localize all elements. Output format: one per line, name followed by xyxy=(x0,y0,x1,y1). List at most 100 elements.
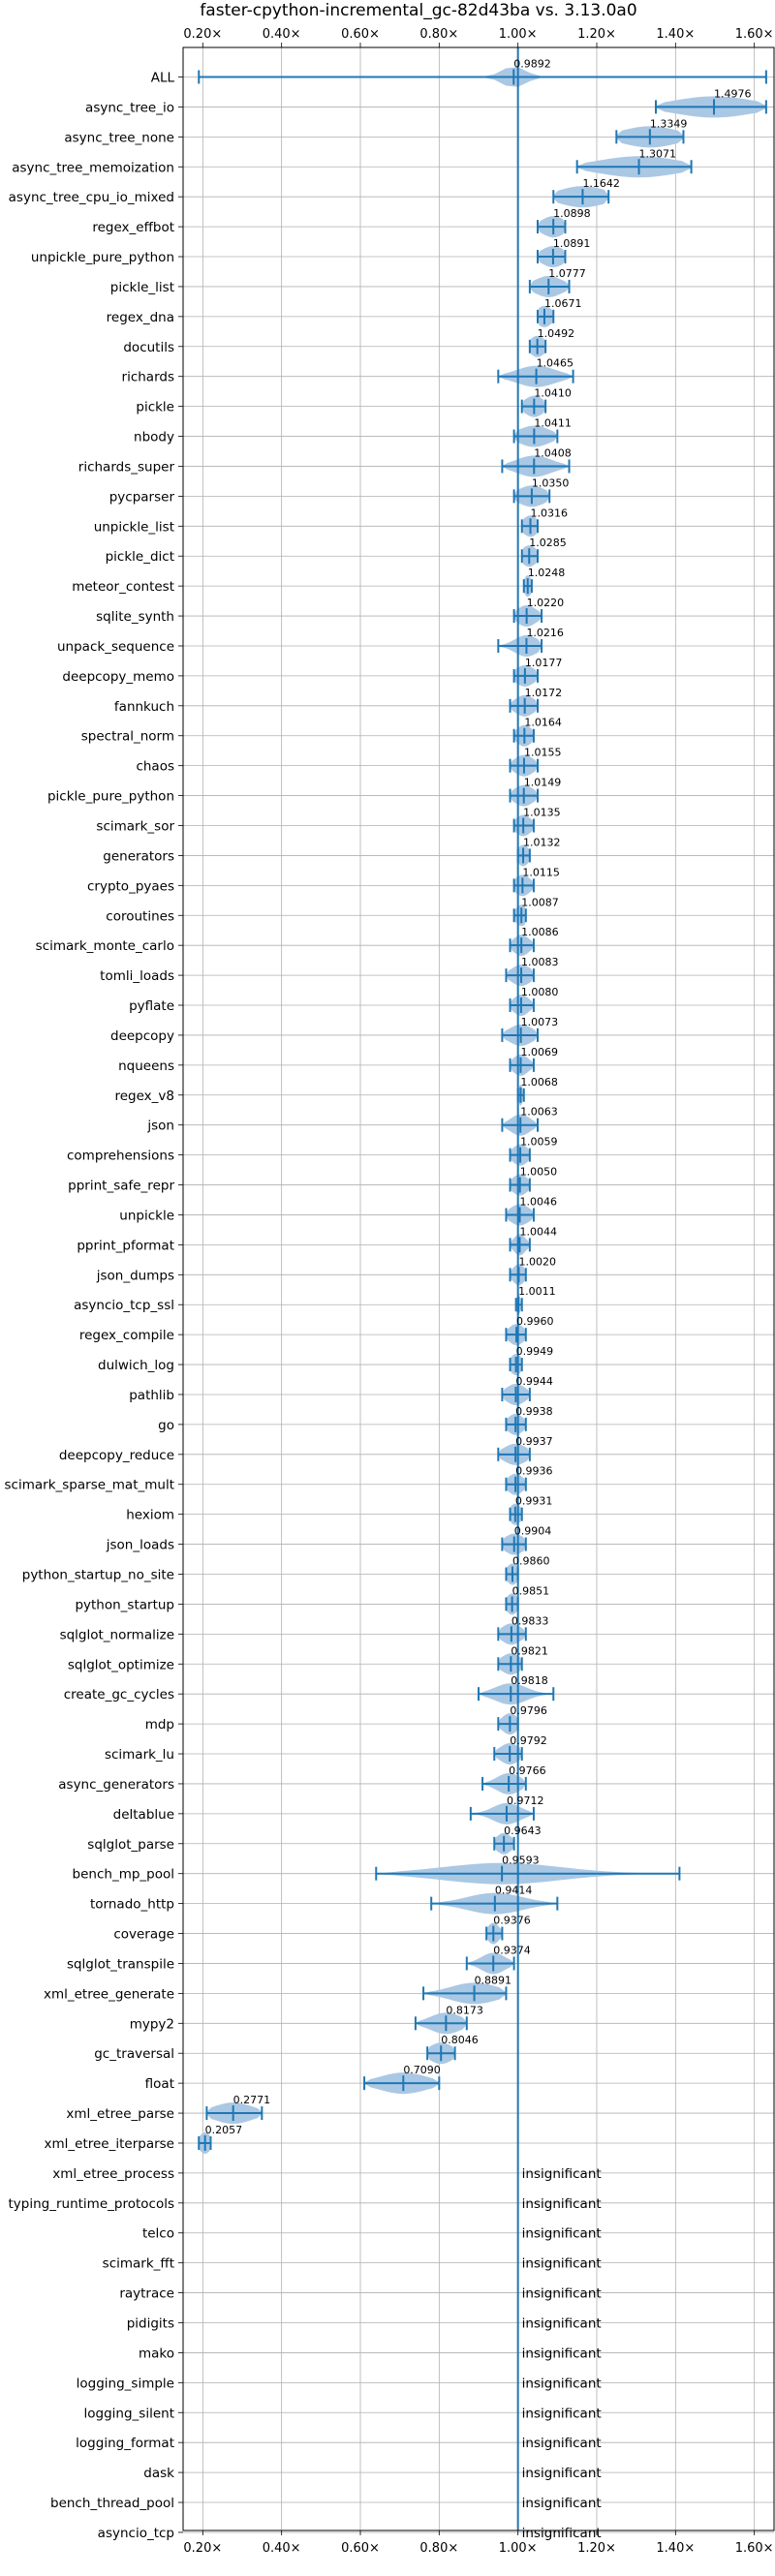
value-label: 1.0411 xyxy=(534,417,572,430)
x-tick-label-top: 1.60× xyxy=(735,27,774,42)
value-label: 1.1642 xyxy=(582,177,620,190)
category-label: async_tree_memoization xyxy=(12,160,174,175)
category-label: logging_simple xyxy=(77,2376,174,2391)
category-label: xml_etree_parse xyxy=(66,2106,174,2122)
value-label: 0.9937 xyxy=(515,1435,553,1448)
category-label: gc_traversal xyxy=(94,2046,174,2062)
value-label: 0.2771 xyxy=(233,2094,270,2106)
category-label: create_gc_cycles xyxy=(64,1687,174,1702)
category-label: typing_runtime_protocols xyxy=(9,2196,175,2212)
category-label: nbody xyxy=(134,430,174,445)
value-label: 0.9376 xyxy=(493,1915,530,1927)
category-label: pprint_safe_repr xyxy=(68,1179,174,1194)
x-tick-label-bottom: 0.80× xyxy=(419,2541,458,2556)
category-label: unpickle_list xyxy=(94,519,174,535)
category-label: spectral_norm xyxy=(81,729,174,745)
category-label: coverage xyxy=(113,1927,174,1943)
insignificant-label: insignificant xyxy=(522,2196,602,2212)
category-label: hexiom xyxy=(126,1508,174,1523)
category-label: asyncio_tcp xyxy=(98,2526,174,2541)
category-label: regex_effbot xyxy=(92,220,174,235)
value-label: 1.4976 xyxy=(714,87,752,100)
value-label: 0.7090 xyxy=(403,2064,441,2076)
category-label: telco xyxy=(142,2226,174,2242)
value-label: 0.9949 xyxy=(516,1345,554,1358)
category-label: bench_thread_pool xyxy=(50,2496,174,2511)
value-label: 0.9821 xyxy=(511,1644,548,1657)
category-label: raytrace xyxy=(119,2286,174,2302)
category-label: pickle_list xyxy=(110,280,174,295)
x-tick-label-top: 0.20× xyxy=(183,27,222,42)
category-label: richards_super xyxy=(78,459,175,475)
category-label: sqlite_synth xyxy=(96,609,174,625)
value-label: 1.0050 xyxy=(520,1166,558,1179)
category-label: deltablue xyxy=(113,1807,174,1823)
category-label: crypto_pyaes xyxy=(87,878,174,894)
value-label: 1.0063 xyxy=(520,1106,558,1119)
category-label: deepcopy_memo xyxy=(62,669,174,685)
value-label: 1.0220 xyxy=(527,597,565,609)
value-label: 1.0410 xyxy=(534,387,572,400)
category-label: scimark_sor xyxy=(96,819,174,835)
category-label: json_dumps xyxy=(96,1268,174,1283)
category-label: deepcopy xyxy=(110,1028,174,1044)
x-tick-label-bottom: 0.60× xyxy=(341,2541,380,2556)
category-label: generators xyxy=(103,848,174,864)
category-label: regex_v8 xyxy=(114,1089,174,1104)
category-label: pickle xyxy=(136,400,174,415)
value-label: 1.0020 xyxy=(518,1255,556,1268)
value-label: 0.9833 xyxy=(512,1614,549,1627)
category-label: tomli_loads xyxy=(100,968,174,984)
value-label: 1.0132 xyxy=(523,836,561,848)
insignificant-label: insignificant xyxy=(522,2376,602,2391)
category-label: logging_format xyxy=(76,2436,174,2451)
x-tick-label-top: 0.40× xyxy=(263,27,301,42)
x-tick-label-bottom: 1.40× xyxy=(656,2541,695,2556)
category-label: sqlglot_normalize xyxy=(60,1627,174,1642)
x-tick-label-bottom: 1.00× xyxy=(499,2541,538,2556)
value-label: 1.0011 xyxy=(518,1285,556,1298)
value-label: 1.0059 xyxy=(520,1136,558,1149)
value-label: 0.9960 xyxy=(516,1315,554,1328)
category-label: mdp xyxy=(145,1717,174,1733)
x-tick-label-top: 0.60× xyxy=(341,27,380,42)
category-label: json_loads xyxy=(106,1538,174,1553)
value-label: 1.0777 xyxy=(548,267,586,280)
value-label: 1.0216 xyxy=(526,627,564,639)
category-label: json xyxy=(146,1119,174,1134)
category-label: pidigits xyxy=(127,2316,174,2332)
category-label: logging_silent xyxy=(84,2406,174,2421)
category-label: mako xyxy=(139,2346,174,2361)
value-label: 0.8891 xyxy=(475,1974,512,1986)
value-label: 0.9892 xyxy=(513,58,551,71)
x-tick-label-bottom: 0.40× xyxy=(263,2541,301,2556)
value-label: 0.9938 xyxy=(515,1405,553,1418)
value-label: 1.0408 xyxy=(534,446,572,459)
category-label: unpickle_pure_python xyxy=(31,250,174,265)
category-label: dask xyxy=(143,2466,174,2481)
x-tick-label-top: 1.20× xyxy=(577,27,616,42)
value-label: 1.0172 xyxy=(525,687,563,699)
category-label: regex_dna xyxy=(107,310,174,325)
x-tick-label-bottom: 0.20× xyxy=(183,2541,222,2556)
insignificant-label: insignificant xyxy=(522,2346,602,2361)
category-label: xml_etree_process xyxy=(52,2166,174,2182)
category-label: scimark_monte_carlo xyxy=(36,938,174,954)
x-axis-ticks: 0.20× 0.20× 0.40× 0.40× 0.60× 0.60× 0.80× 0.80×… xyxy=(178,27,774,2556)
category-label: regex_compile xyxy=(79,1328,174,1343)
value-label: 0.9766 xyxy=(509,1764,546,1777)
value-label: 0.9904 xyxy=(514,1525,552,1538)
value-label: 1.0046 xyxy=(520,1195,558,1208)
category-label: scimark_sparse_mat_mult xyxy=(5,1478,174,1493)
category-label: bench_mp_pool xyxy=(73,1867,174,1883)
value-label: 1.0285 xyxy=(529,537,567,549)
category-label: float xyxy=(145,2076,174,2092)
category-label: go xyxy=(158,1418,174,1433)
value-label: 1.3349 xyxy=(650,117,688,130)
category-label: python_startup_no_site xyxy=(22,1568,174,1583)
insignificant-label: insignificant xyxy=(522,2436,602,2451)
value-label: 0.9860 xyxy=(512,1555,550,1568)
insignificant-label: insignificant xyxy=(522,2256,602,2272)
value-label: 0.8046 xyxy=(441,2034,479,2046)
value-label: 1.0898 xyxy=(553,207,591,220)
